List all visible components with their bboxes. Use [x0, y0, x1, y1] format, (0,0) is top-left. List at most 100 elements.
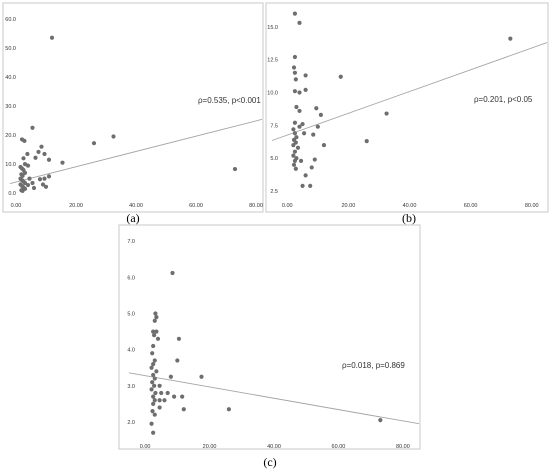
x-tick-label: 20.00	[69, 203, 83, 209]
data-point	[315, 124, 320, 129]
data-point	[292, 131, 298, 136]
x-tick-label: 0.00	[282, 203, 293, 209]
y-tick-label: 4.0	[127, 348, 135, 354]
data-point	[21, 156, 26, 161]
data-point	[297, 108, 302, 114]
y-tick-label: 60.0	[5, 17, 16, 23]
data-point	[42, 151, 47, 157]
data-point	[22, 138, 27, 143]
data-point	[20, 173, 25, 178]
x-tick-label: 60.00	[464, 203, 478, 209]
data-point	[303, 87, 308, 92]
data-point	[508, 36, 513, 41]
y-tick-label: 7.0	[127, 239, 135, 245]
data-point	[150, 351, 155, 356]
data-point	[30, 180, 35, 186]
data-point	[292, 149, 298, 154]
data-point	[152, 358, 157, 363]
data-point	[291, 127, 296, 132]
data-point	[154, 315, 159, 320]
data-point	[297, 90, 302, 95]
data-point	[297, 20, 302, 25]
data-point	[292, 89, 298, 94]
panel-c-frame	[118, 224, 421, 450]
data-point	[111, 134, 116, 139]
y-tick-label: 2.0	[127, 420, 135, 426]
x-tick-label: 40.00	[267, 444, 281, 450]
scatter-panel-c: 2.0 3.0 4.0 5.0 6.0 7.0 0.00 20.00 40.00 60.00 80.…	[127, 239, 420, 450]
data-point	[151, 362, 156, 367]
data-point	[293, 77, 298, 82]
data-point	[291, 153, 296, 158]
data-point	[291, 65, 297, 70]
data-point	[152, 398, 157, 403]
data-point	[154, 329, 159, 334]
data-point	[364, 139, 369, 144]
data-point	[150, 380, 155, 385]
data-point	[157, 383, 162, 388]
data-point	[292, 54, 298, 60]
data-point	[176, 336, 182, 341]
data-point	[338, 74, 343, 79]
y-tick-label: 7.5	[270, 123, 278, 129]
x-tick-label: 20.00	[203, 444, 217, 450]
data-point	[292, 11, 298, 16]
data-point	[36, 149, 41, 155]
data-point	[149, 387, 154, 392]
data-point	[312, 157, 317, 162]
data-point	[30, 125, 35, 130]
y-tick-label: 0.0	[8, 191, 16, 197]
data-point	[25, 151, 30, 157]
data-point	[49, 35, 55, 40]
data-point	[303, 173, 308, 178]
x-tick-label: 40.00	[403, 203, 417, 209]
data-point	[151, 430, 156, 435]
data-point	[301, 131, 307, 136]
data-point	[157, 398, 162, 403]
data-point	[292, 158, 298, 163]
y-tick-label: 10.0	[5, 162, 16, 168]
data-point	[300, 121, 305, 127]
x-tick-label: 60.00	[332, 444, 346, 450]
panel-a-frame	[2, 2, 264, 213]
panel-b-annotation: ρ=0.201, p<0.05	[474, 95, 533, 104]
x-tick-label: 20.00	[342, 203, 356, 209]
data-point	[292, 120, 298, 125]
data-point	[294, 135, 299, 140]
data-point	[152, 318, 157, 323]
x-tick-label: 80.00	[525, 203, 539, 209]
data-point	[321, 142, 327, 148]
y-tick-label: 5.0	[127, 312, 135, 318]
x-tick-label: 80.00	[396, 444, 410, 450]
data-point	[378, 418, 383, 423]
fit-line	[128, 372, 420, 425]
data-point	[172, 394, 177, 399]
data-point	[300, 183, 305, 188]
y-tick-label: 6.0	[127, 275, 135, 281]
data-point	[155, 336, 161, 341]
y-tick-label: 3.0	[127, 384, 135, 390]
data-point	[152, 333, 157, 338]
data-point	[292, 70, 298, 75]
panel-c-label: (c)	[263, 455, 276, 469]
data-point	[298, 158, 304, 163]
data-point	[152, 383, 157, 388]
data-point	[295, 145, 301, 150]
data-point	[294, 104, 299, 110]
data-point	[150, 408, 155, 414]
data-point	[20, 188, 25, 193]
y-tick-label: 40.0	[5, 75, 16, 81]
y-tick-label: 2.5	[270, 189, 278, 195]
data-point	[152, 412, 157, 417]
data-point	[27, 176, 32, 181]
y-tick-label: 30.0	[5, 104, 16, 110]
scatter-panel-a: 0.0 10.0 20.0 30.0 40.0 50.0 60.0 0.00 20.00 40.0…	[5, 17, 263, 209]
x-tick-label: 0.00	[140, 444, 151, 450]
data-point	[149, 365, 154, 370]
data-point	[168, 374, 173, 379]
data-point	[31, 185, 37, 191]
x-tick-label: 40.00	[129, 203, 143, 209]
data-point	[165, 390, 170, 396]
data-point	[91, 141, 97, 146]
fit-line	[9, 118, 263, 185]
